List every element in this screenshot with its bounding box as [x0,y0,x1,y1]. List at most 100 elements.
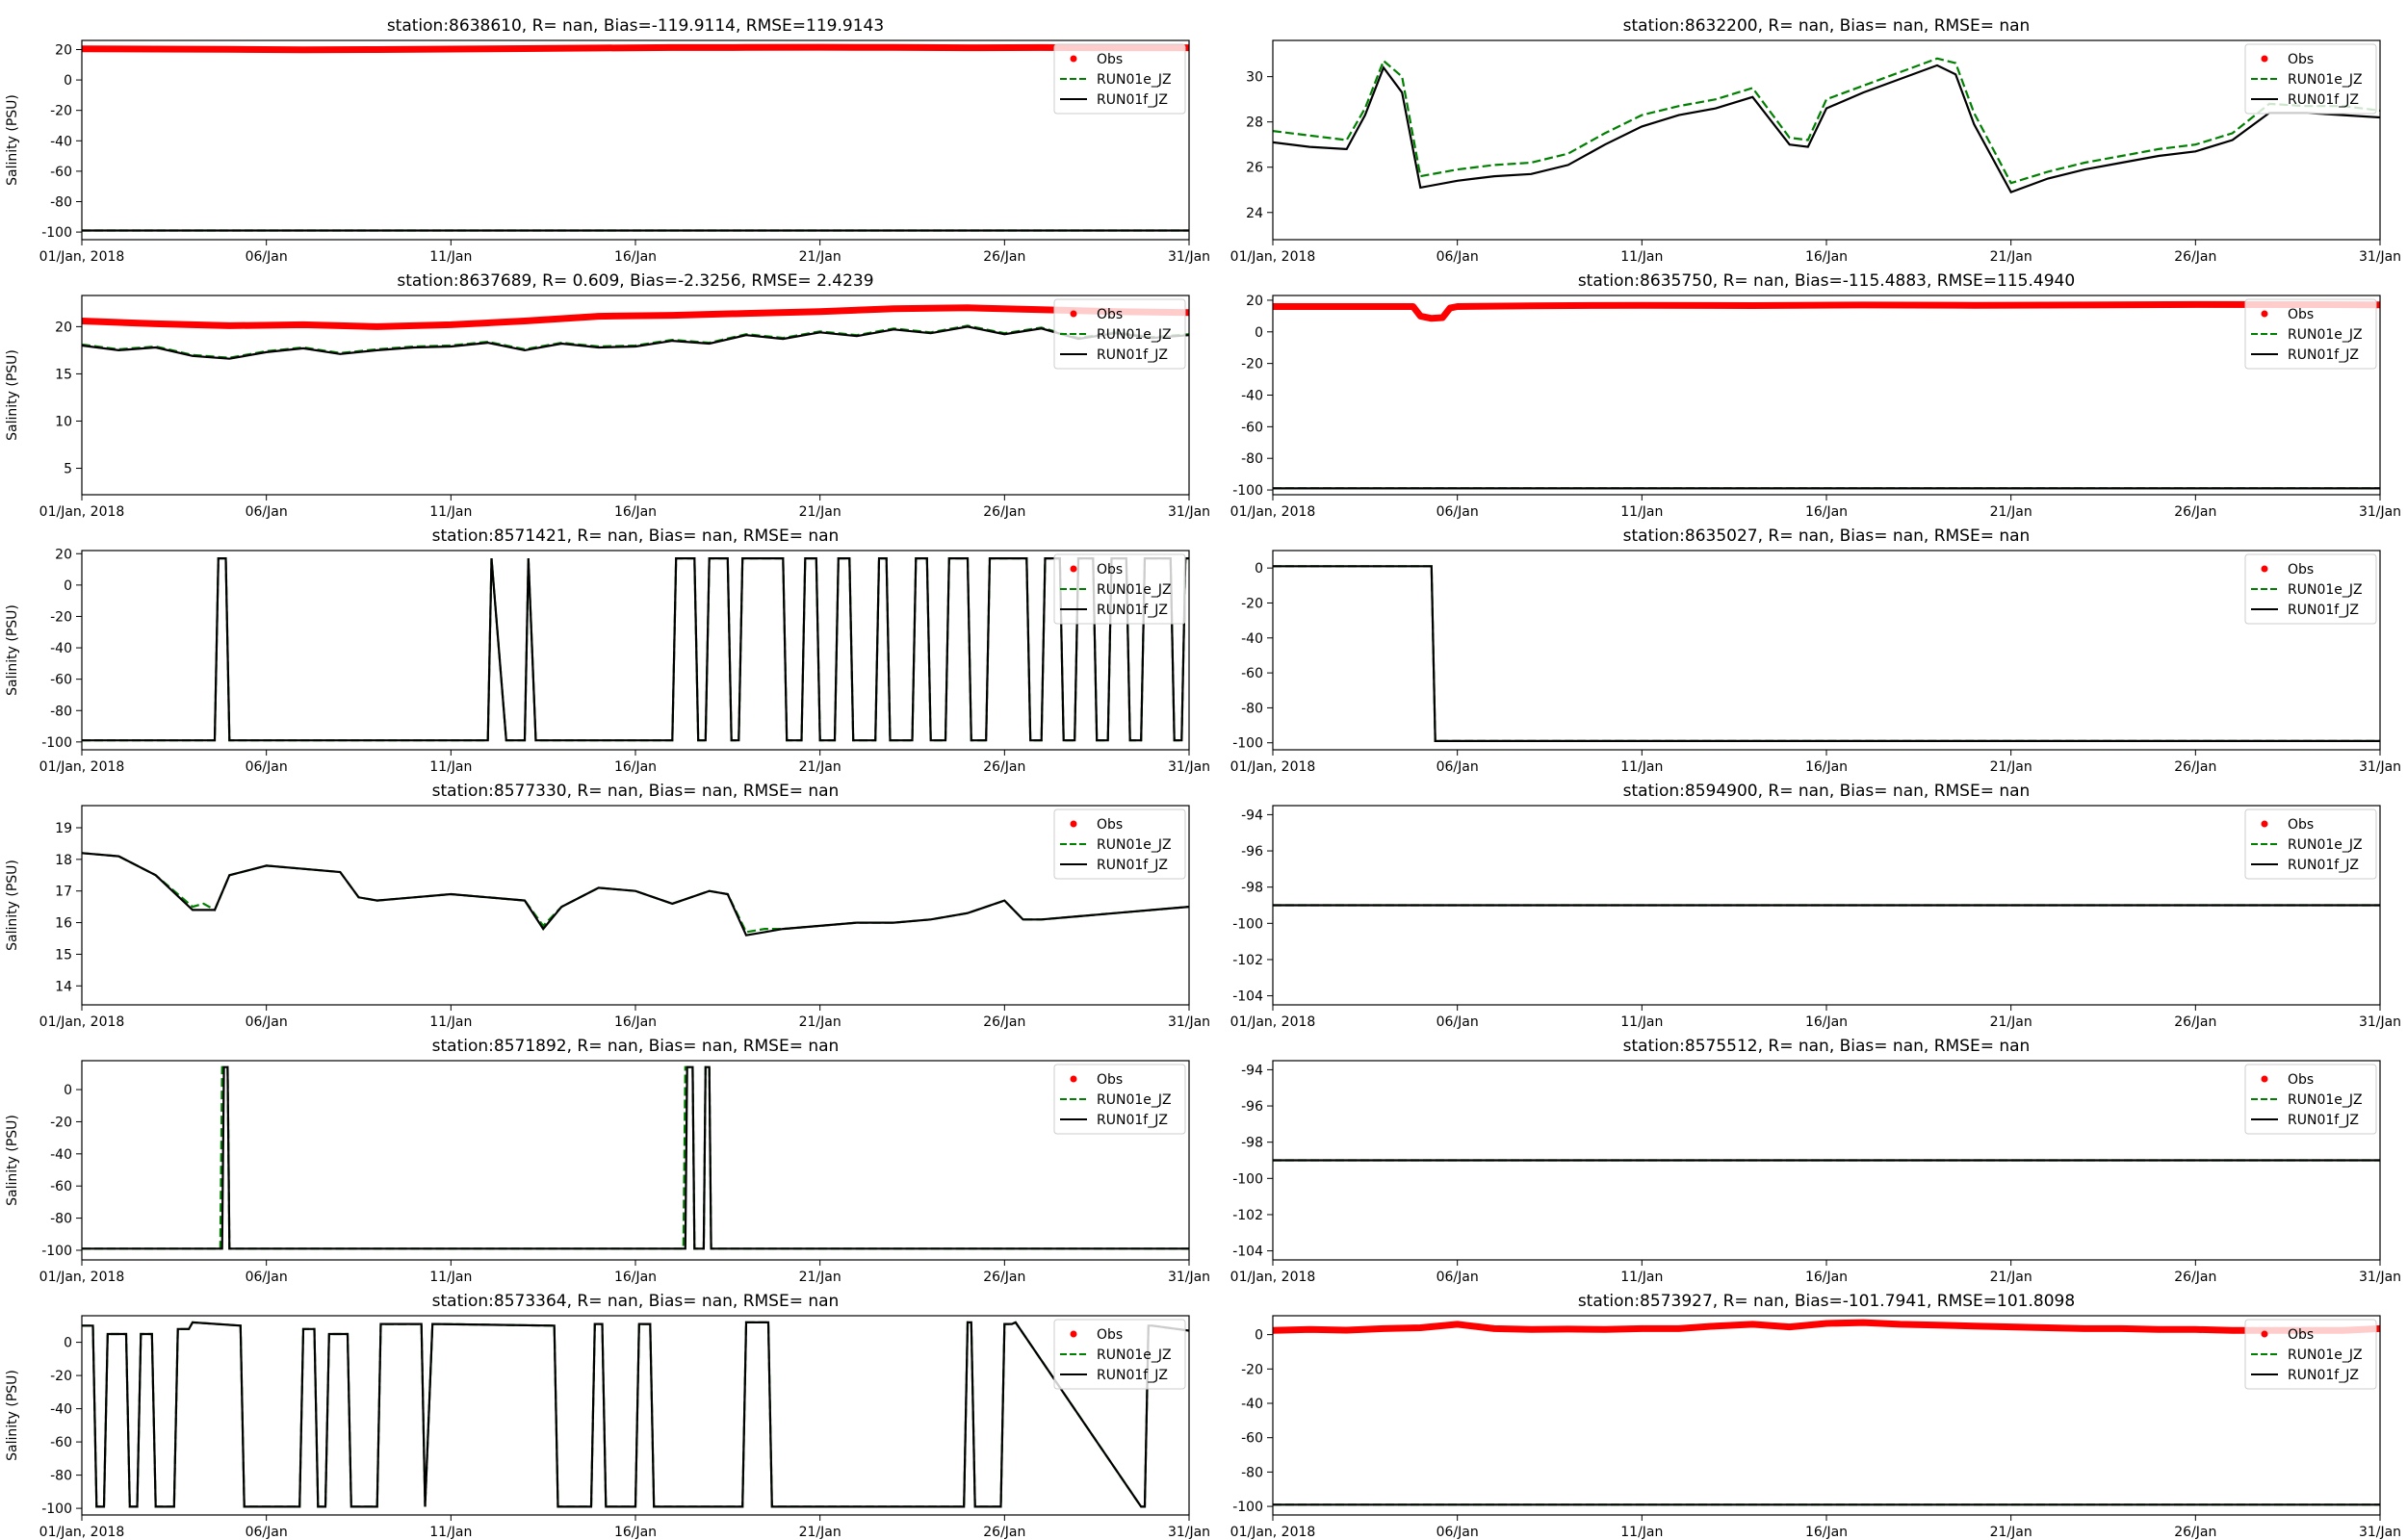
x-tick-label: 06/Jan [1436,249,1479,265]
y-tick-label: -100 [41,735,72,751]
legend-entry: Obs [1097,52,1123,67]
y-axis-label: Salinity (PSU) [5,349,20,441]
x-tick-label: 01/Jan, 2018 [39,1270,125,1285]
panel-title: station:8571421, R= nan, Bias= nan, RMSE… [432,526,840,546]
legend-entry: RUN01f_JZ [2288,603,2359,618]
x-tick-label: 21/Jan [1990,1525,2032,1540]
panel-5: station:8571421, R= nan, Bias= nan, RMSE… [5,526,1210,775]
panel-title: station:8632200, R= nan, Bias= nan, RMSE… [1623,16,2031,36]
x-tick-label: 31/Jan [1168,1270,1210,1285]
legend-obs-marker [1070,1330,1077,1338]
y-tick-label: 19 [55,821,72,836]
y-tick-label: -20 [1241,596,1263,611]
legend-entry: Obs [2288,1327,2314,1343]
panel-6: station:8635027, R= nan, Bias= nan, RMSE… [1230,526,2401,775]
panel-title: station:8635750, R= nan, Bias=-115.4883,… [1578,271,2075,291]
y-tick-label: -60 [50,1435,72,1450]
legend-entry: Obs [2288,1072,2314,1088]
x-tick-label: 26/Jan [983,249,1025,265]
y-tick-label: -20 [50,1115,72,1130]
y-tick-label: -100 [1232,916,1263,932]
y-tick-label: -94 [1241,808,1263,823]
legend-entry: Obs [1097,1072,1123,1088]
y-tick-label: -40 [50,134,72,149]
x-tick-label: 06/Jan [246,759,288,775]
axes-frame [1272,1060,2381,1261]
x-tick-label: 11/Jan [429,1525,472,1540]
legend-entry: RUN01e_JZ [2288,582,2363,598]
x-tick-label: 16/Jan [614,1014,657,1030]
y-axis-label: Salinity (PSU) [5,1370,20,1461]
y-tick-label: 15 [55,367,72,382]
y-tick-label: -100 [1232,736,1263,752]
panel-title: station:8637689, R= 0.609, Bias=-2.3256,… [397,271,873,291]
legend: Obs RUN01e_JZ RUN01f_JZ [2244,553,2377,625]
y-tick-label: 28 [1246,116,1263,131]
x-tick-label: 01/Jan, 2018 [1230,249,1316,265]
legend-entry: Obs [1097,562,1123,578]
x-tick-label: 01/Jan, 2018 [1230,759,1316,775]
x-tick-label: 21/Jan [1990,1270,2032,1285]
run01f-line [82,556,1189,742]
legend-obs-marker [2261,820,2268,828]
panel-title: station:8577330, R= nan, Bias= nan, RMSE… [432,782,840,801]
y-tick-label: -100 [1232,1171,1263,1187]
y-tick-label: 0 [64,578,72,594]
y-tick-label: 20 [55,320,72,335]
x-tick-label: 26/Jan [983,1270,1025,1285]
panel-1: station:8638610, R= nan, Bias=-119.9114,… [5,16,1210,265]
legend-entry: RUN01e_JZ [2288,327,2363,343]
x-tick-label: 26/Jan [2174,759,2216,775]
run01f-line [82,852,1189,937]
run01f-line [1273,64,2380,193]
y-tick-label: 14 [55,979,72,994]
legend-obs-marker [2261,310,2268,318]
legend-entry: RUN01e_JZ [1097,1348,1172,1363]
y-tick-label: -80 [1241,701,1263,716]
x-tick-label: 31/Jan [2359,504,2401,520]
y-tick-label: -20 [50,104,72,119]
legend: Obs RUN01e_JZ RUN01f_JZ [2244,808,2377,880]
legend-entry: RUN01f_JZ [1097,1368,1168,1383]
x-tick-label: 31/Jan [1168,249,1210,265]
legend-entry: RUN01f_JZ [2288,858,2359,873]
y-tick-label: -96 [1241,844,1263,860]
axes-frame [81,805,1190,1006]
legend-entry: RUN01e_JZ [2288,837,2363,853]
legend-obs-marker [2261,1330,2268,1338]
x-tick-label: 31/Jan [2359,759,2401,775]
axes-frame [1272,805,2381,1006]
x-tick-label: 26/Jan [983,1014,1025,1030]
x-tick-label: 31/Jan [2359,1525,2401,1540]
legend-entry: RUN01e_JZ [1097,327,1172,343]
y-tick-label: -80 [50,1212,72,1227]
legend: Obs RUN01e_JZ RUN01f_JZ [1053,553,1186,625]
legend: Obs RUN01e_JZ RUN01f_JZ [1053,1064,1186,1135]
x-tick-label: 21/Jan [799,1270,841,1285]
legend-entry: RUN01e_JZ [1097,72,1172,88]
y-tick-label: -40 [1241,631,1263,647]
y-tick-label: 0 [64,1336,72,1351]
y-tick-label: -98 [1241,1136,1263,1151]
legend: Obs RUN01e_JZ RUN01f_JZ [1053,808,1186,880]
x-tick-label: 11/Jan [1620,759,1663,775]
panel-title: station:8573364, R= nan, Bias= nan, RMSE… [432,1292,840,1311]
legend-entry: RUN01e_JZ [1097,837,1172,853]
x-tick-label: 01/Jan, 2018 [1230,504,1316,520]
legend: Obs RUN01e_JZ RUN01f_JZ [2244,43,2377,115]
y-tick-label: -60 [50,1179,72,1194]
legend-entry: Obs [2288,562,2314,578]
y-axis-label: Salinity (PSU) [5,94,20,186]
x-tick-label: 16/Jan [1805,1014,1848,1030]
y-tick-label: -60 [50,673,72,688]
legend-entry: Obs [1097,817,1123,833]
y-axis-label: Salinity (PSU) [5,860,20,951]
x-tick-label: 06/Jan [246,504,288,520]
x-tick-label: 01/Jan, 2018 [1230,1014,1316,1030]
y-tick-label: 5 [64,462,72,477]
legend-obs-marker [1070,1075,1077,1083]
axes-frame [1272,39,2381,241]
y-tick-label: 20 [55,547,72,562]
y-tick-label: -60 [50,165,72,180]
x-tick-label: 31/Jan [2359,1270,2401,1285]
